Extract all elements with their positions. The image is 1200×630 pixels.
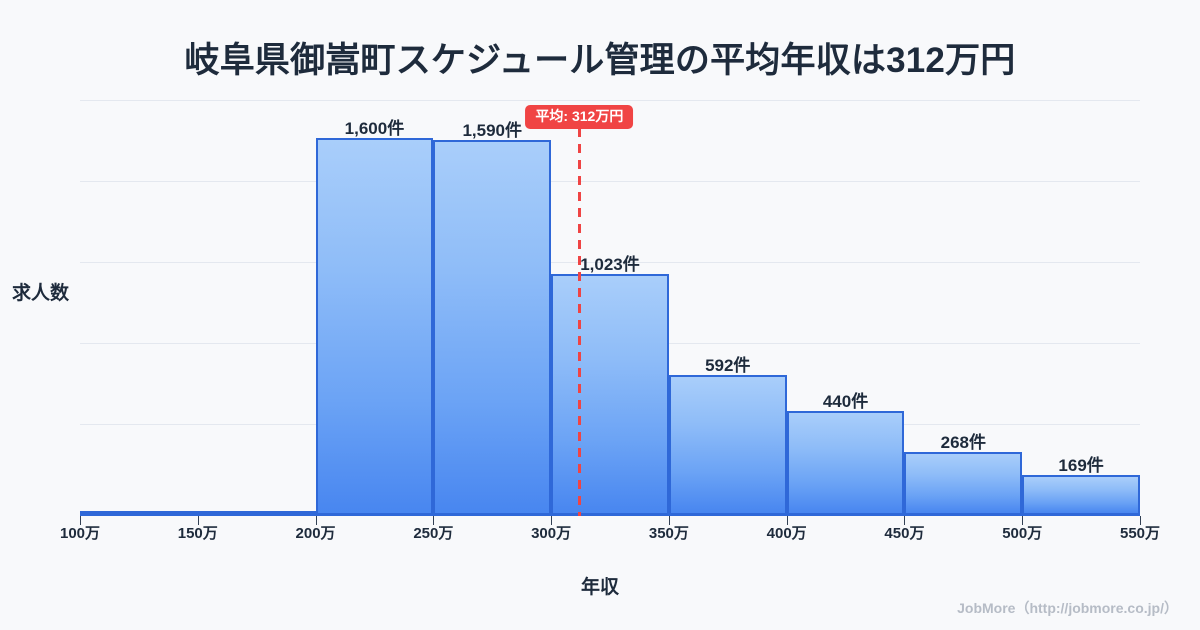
- average-line: [578, 128, 582, 516]
- y-axis-title: 求人数: [12, 283, 70, 304]
- gridline: [80, 181, 1140, 182]
- x-tick-label: 100万: [59, 525, 101, 542]
- bar: [1022, 475, 1140, 515]
- bar: [904, 451, 1023, 515]
- x-tick-mark: [433, 516, 435, 525]
- x-tick-mark: [551, 516, 553, 525]
- x-tick-label: 500万: [1002, 525, 1043, 542]
- bar-value-label: 169件: [1058, 456, 1104, 476]
- bar: [551, 273, 669, 515]
- bar: [786, 411, 905, 515]
- x-axis-line: [80, 514, 1140, 516]
- bar-value-label: 592件: [705, 356, 751, 376]
- x-tick-mark: [315, 516, 317, 525]
- bar: [668, 375, 787, 515]
- x-tick-label: 400万: [766, 525, 807, 542]
- x-tick-label: 550万: [1119, 525, 1161, 542]
- x-tick-mark: [786, 516, 788, 525]
- bar-value-label: 1,590件: [462, 121, 522, 141]
- bar-value-label: 268件: [940, 432, 986, 452]
- x-tick-label: 200万: [295, 525, 336, 542]
- gridline: [80, 262, 1140, 263]
- x-tick-label: 300万: [531, 525, 572, 542]
- x-tick-mark: [904, 516, 906, 525]
- x-tick-mark: [668, 516, 670, 525]
- average-badge: 平均: 312万円: [525, 105, 634, 130]
- bar-value-label: 1,023件: [580, 254, 640, 274]
- footer-credit: JobMore（http://jobmore.co.jp/）: [957, 600, 1178, 616]
- x-tick-mark: [1140, 516, 1141, 525]
- page-title: 岐阜県御嵩町スケジュール管理の平均年収は312万円: [184, 41, 1016, 80]
- bar-value-label: 1,600件: [344, 118, 405, 138]
- bar: [315, 137, 434, 515]
- bar: [433, 140, 552, 515]
- x-tick-mark: [197, 516, 199, 525]
- x-tick-label: 250万: [413, 525, 454, 542]
- x-axis-title: 年収: [580, 577, 619, 598]
- x-tick-label: 350万: [648, 525, 689, 542]
- plot-area: 1,600件 1,590件 1,023件 592件 440件 268件 169件: [80, 100, 1140, 515]
- x-tick-mark: [1022, 516, 1024, 525]
- bar-value-label: 440件: [822, 392, 869, 412]
- x-tick-label: 450万: [884, 525, 925, 542]
- x-tick-mark: [80, 516, 81, 525]
- x-tick-label: 150万: [177, 525, 218, 542]
- gridline: [80, 100, 1140, 101]
